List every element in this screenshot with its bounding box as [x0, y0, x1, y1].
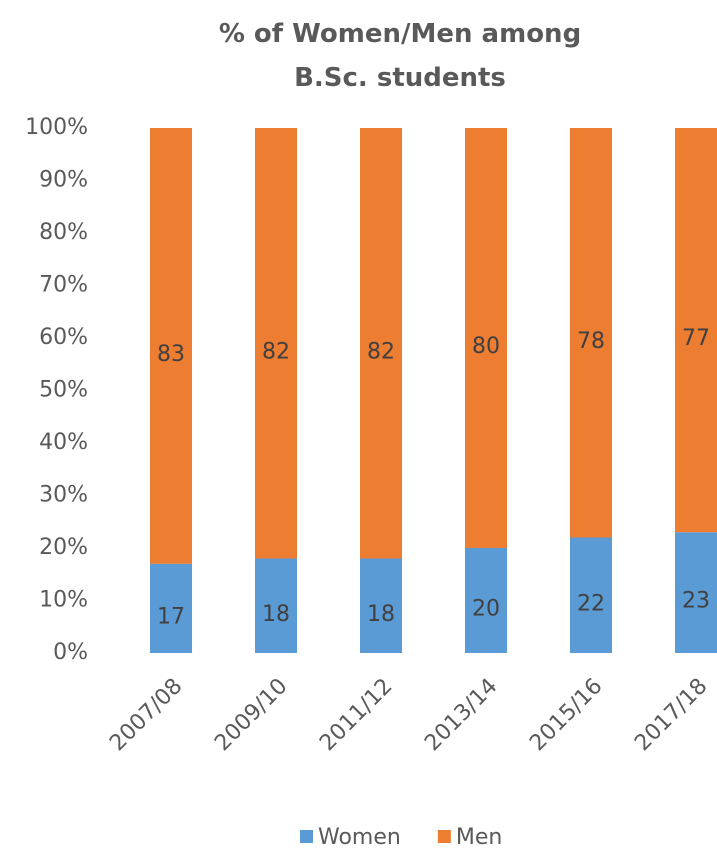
- y-tick-label: 50%: [39, 378, 88, 403]
- bar-segment: [675, 128, 717, 533]
- data-label: 18: [262, 602, 290, 627]
- bar-segment: [360, 128, 402, 559]
- data-label: 78: [577, 329, 605, 354]
- data-label: 77: [682, 326, 710, 351]
- data-label: 18: [367, 602, 395, 627]
- data-label: 80: [472, 334, 500, 359]
- y-tick-label: 70%: [39, 273, 88, 298]
- data-label: 17: [157, 604, 185, 629]
- y-tick-label: 100%: [25, 115, 88, 140]
- y-tick-label: 80%: [39, 220, 88, 245]
- bar-segment: [465, 128, 507, 548]
- bar-segment: [465, 548, 507, 653]
- y-tick-label: 90%: [39, 168, 88, 193]
- x-tick-label: 2017/18: [630, 674, 712, 756]
- chart-title: % of Women/Men among B.Sc. students: [218, 19, 582, 93]
- bar-segment: [570, 128, 612, 538]
- x-tick-label: 2009/10: [210, 674, 292, 756]
- x-tick-label: 2011/12: [315, 674, 397, 756]
- data-label: 20: [472, 597, 500, 622]
- bar-segment: [570, 537, 612, 653]
- bar-segment: [255, 558, 297, 653]
- bar-segment: [360, 558, 402, 653]
- bar-segment: [150, 128, 192, 564]
- data-label: 22: [577, 591, 605, 616]
- data-label: 82: [367, 339, 395, 364]
- y-tick-label: 10%: [39, 588, 88, 613]
- y-tick-label: 60%: [39, 325, 88, 350]
- y-tick-label: 30%: [39, 483, 88, 508]
- x-tick-label: 2015/16: [525, 674, 607, 756]
- y-tick-label: 0%: [53, 640, 88, 665]
- y-tick-label: 40%: [39, 430, 88, 455]
- y-tick-label: 20%: [39, 535, 88, 560]
- data-label: 82: [262, 339, 290, 364]
- legend-swatch: [437, 830, 451, 843]
- bar-segment: [150, 563, 192, 653]
- legend-swatch: [300, 830, 313, 843]
- x-tick-label: 2013/14: [420, 674, 502, 756]
- data-label: 83: [157, 342, 185, 367]
- x-tick-label: 2007/08: [105, 674, 187, 756]
- bar-segment: [255, 128, 297, 559]
- data-label: 23: [682, 589, 710, 614]
- legend-label: Women: [318, 825, 401, 850]
- legend-label: Men: [456, 825, 502, 850]
- bar-segment: [675, 532, 717, 653]
